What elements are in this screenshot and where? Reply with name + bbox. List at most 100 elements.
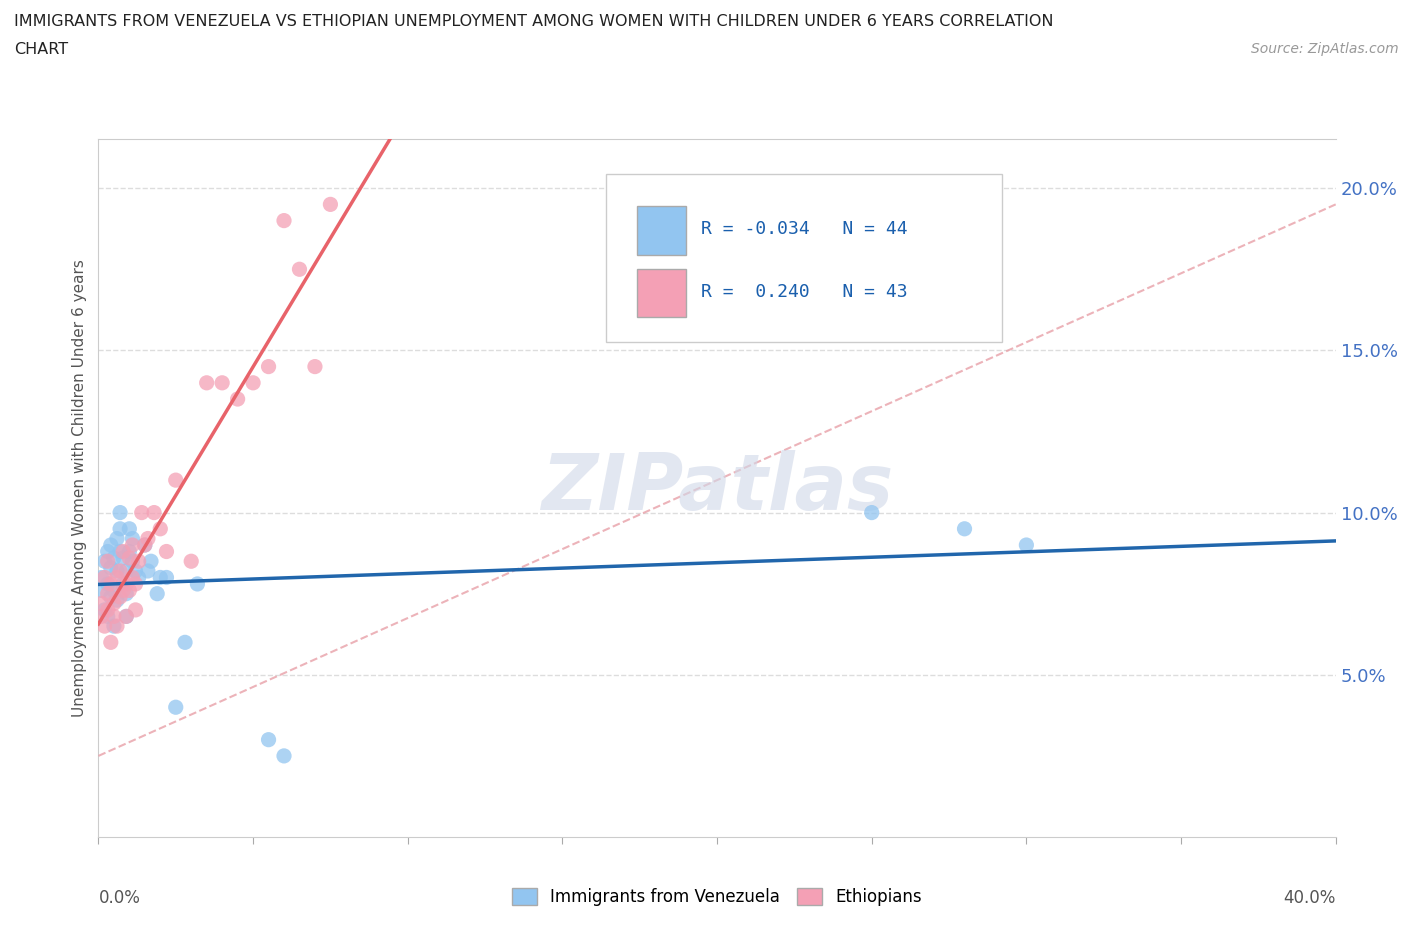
Point [165, 472, 187, 487]
Point [1015, 538, 1038, 552]
Point [131, 505, 153, 520]
Point [155, 570, 177, 585]
Point [112, 544, 135, 559]
Point [108, 564, 131, 578]
FancyBboxPatch shape [606, 175, 1001, 341]
Point [90, 609, 112, 624]
Point [115, 609, 138, 624]
Point [103, 583, 125, 598]
Point [226, 392, 249, 406]
Point [115, 586, 138, 601]
Point [100, 538, 122, 552]
Legend: Immigrants from Venezuela, Ethiopians: Immigrants from Venezuela, Ethiopians [506, 881, 928, 912]
Point [97, 586, 120, 601]
Point [108, 522, 131, 537]
Text: Source: ZipAtlas.com: Source: ZipAtlas.com [1251, 42, 1399, 56]
Point [257, 359, 280, 374]
Point [211, 376, 233, 391]
Point [128, 570, 150, 585]
Point [121, 538, 143, 552]
Point [124, 564, 146, 578]
Point [174, 635, 197, 650]
Point [108, 590, 131, 604]
Text: R = -0.034   N = 44: R = -0.034 N = 44 [702, 219, 908, 238]
Point [257, 732, 280, 747]
Point [118, 522, 141, 537]
Point [139, 553, 162, 568]
Point [195, 376, 218, 391]
Point [115, 609, 138, 624]
Point [149, 522, 172, 537]
Point [115, 577, 138, 591]
Text: ZIPatlas: ZIPatlas [541, 450, 893, 526]
Point [90, 570, 112, 585]
Point [304, 359, 326, 374]
Point [108, 544, 131, 559]
Point [115, 564, 138, 578]
Point [105, 564, 128, 578]
Point [155, 544, 177, 559]
Point [97, 603, 120, 618]
FancyBboxPatch shape [637, 206, 686, 255]
Point [100, 590, 122, 604]
Point [288, 262, 311, 277]
Point [186, 577, 208, 591]
Point [319, 197, 342, 212]
Point [134, 538, 156, 552]
Point [165, 699, 187, 714]
Text: CHART: CHART [14, 42, 67, 57]
Point [953, 522, 976, 537]
Point [124, 603, 146, 618]
Point [97, 577, 120, 591]
Point [103, 609, 125, 624]
Point [121, 570, 143, 585]
Point [136, 531, 159, 546]
Point [134, 538, 156, 552]
Point [112, 583, 135, 598]
Point [180, 553, 202, 568]
Point [118, 551, 141, 565]
Point [97, 609, 120, 624]
Point [146, 586, 169, 601]
Point [97, 553, 120, 568]
Point [105, 618, 128, 633]
Y-axis label: Unemployment Among Women with Children Under 6 years: Unemployment Among Women with Children U… [72, 259, 87, 717]
Point [121, 531, 143, 546]
Point [100, 560, 122, 575]
Point [105, 570, 128, 585]
Point [103, 596, 125, 611]
Point [105, 531, 128, 546]
Text: 0.0%: 0.0% [98, 889, 141, 907]
Text: R =  0.240   N = 43: R = 0.240 N = 43 [702, 283, 908, 300]
Point [93, 618, 115, 633]
Point [112, 577, 135, 591]
Point [124, 577, 146, 591]
Point [103, 618, 125, 633]
FancyBboxPatch shape [637, 269, 686, 317]
Point [143, 505, 166, 520]
Point [242, 376, 264, 391]
Point [93, 570, 115, 585]
Point [273, 213, 295, 228]
Point [90, 596, 112, 611]
Point [273, 749, 295, 764]
Point [860, 505, 883, 520]
Point [100, 577, 122, 591]
Text: IMMIGRANTS FROM VENEZUELA VS ETHIOPIAN UNEMPLOYMENT AMONG WOMEN WITH CHILDREN UN: IMMIGRANTS FROM VENEZUELA VS ETHIOPIAN U… [14, 14, 1053, 29]
Point [121, 553, 143, 568]
Point [136, 564, 159, 578]
Point [100, 635, 122, 650]
Point [103, 551, 125, 565]
Point [97, 544, 120, 559]
Point [93, 553, 115, 568]
Point [118, 544, 141, 559]
Point [112, 551, 135, 565]
Text: 40.0%: 40.0% [1284, 889, 1336, 907]
Point [108, 505, 131, 520]
Point [149, 570, 172, 585]
Point [118, 583, 141, 598]
Point [105, 592, 128, 607]
Point [90, 583, 112, 598]
Point [93, 603, 115, 618]
Point [128, 553, 150, 568]
